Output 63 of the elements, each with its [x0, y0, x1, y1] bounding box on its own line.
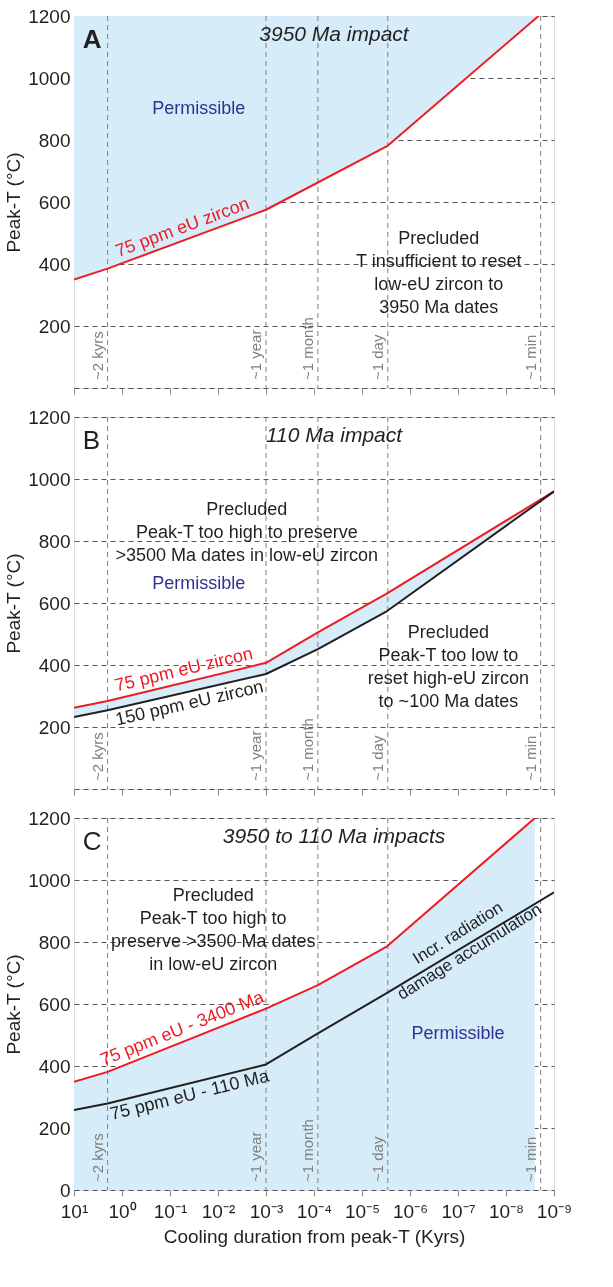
y-tick-label: 600: [38, 993, 71, 1015]
annotation: A: [82, 24, 102, 55]
ref-line-label: ~2 kyrs: [88, 1133, 106, 1182]
ref-line-label: ~1 min: [521, 1136, 539, 1182]
y-tick-label: 1200: [28, 807, 71, 829]
ref-line-label: ~1 year: [247, 329, 264, 380]
x-tick-label: 10⁻⁸: [488, 1200, 525, 1222]
ref-line-label: ~1 year: [247, 730, 264, 781]
y-tick-label: 800: [38, 931, 71, 953]
annotation: B: [82, 425, 101, 456]
annotation: Precluded Peak-T too high to preserve >3500 Ma dates in low-eU zircon: [115, 499, 379, 565]
x-tick-label: 10⁻⁵: [344, 1200, 381, 1222]
ref-line-label: ~1 day: [368, 1136, 386, 1182]
x-tick-label: 10⁻¹: [153, 1200, 188, 1222]
ref-line-label: ~2 kyrs: [88, 732, 106, 781]
y-axis-title: Peak-T (°C): [3, 954, 25, 1055]
y-tick-label: 200: [38, 716, 71, 738]
y-tick-label: 1000: [28, 869, 71, 891]
chart-title: 110 Ma impact: [265, 423, 404, 446]
x-tick-label: 10⁻⁴: [296, 1200, 333, 1222]
x-tick-label: 10⁻³: [249, 1200, 284, 1222]
chart-title: 3950 Ma impact: [259, 22, 410, 45]
y-tick-label: 800: [38, 129, 71, 151]
ref-line-label: ~1 min: [521, 735, 539, 781]
y-axis-title: Peak-T (°C): [3, 553, 25, 654]
y-axis-title: Peak-T (°C): [3, 152, 25, 253]
annotation: Precluded Peak-T too high to preserve >3500 Ma dates in low-eU zircon: [110, 885, 316, 975]
y-tick-label: 600: [38, 191, 71, 213]
x-tick-label: 10¹: [60, 1200, 89, 1222]
annotation: Precluded Peak-T too low to reset high-eU zircon to ~100 Ma dates: [367, 621, 529, 711]
y-tick-label: 0: [59, 1179, 71, 1201]
y-tick-label: 1000: [28, 468, 71, 490]
x-tick-label: 10⁻⁶: [393, 1200, 428, 1222]
ref-line-label: ~1 year: [247, 1131, 264, 1182]
annotation: Permissible: [411, 1022, 505, 1043]
y-tick-label: 400: [38, 253, 71, 275]
y-tick-label: 1200: [28, 406, 71, 428]
ref-line-label: ~1 month: [298, 317, 316, 380]
annotation: Permissible: [152, 573, 246, 594]
ref-line-label: ~1 day: [368, 735, 386, 781]
y-tick-label: 1000: [28, 67, 71, 89]
y-tick-label: 200: [38, 315, 71, 337]
y-tick-label: 200: [38, 1117, 71, 1139]
x-axis-title: Cooling duration from peak-T (Kyrs): [163, 1225, 466, 1247]
annotation: Precluded T insufficient to reset low-eU zircon to 3950 Ma dates: [356, 228, 522, 318]
ref-line-label: ~1 min: [521, 334, 539, 380]
annotation: C: [82, 826, 102, 857]
x-tick-label: 10⁻⁷: [441, 1200, 476, 1222]
y-tick-label: 400: [38, 654, 71, 676]
ref-line-label: ~2 kyrs: [88, 331, 106, 380]
y-tick-label: 400: [38, 1055, 71, 1077]
x-tick-label: 10⁻²: [201, 1200, 236, 1222]
annotation: Permissible: [152, 98, 246, 118]
chart-title: 3950 to 110 Ma impacts: [222, 824, 446, 847]
y-tick-label: 600: [38, 592, 71, 614]
ref-line-label: ~1 day: [368, 334, 386, 380]
y-tick-label: 1200: [28, 5, 71, 27]
x-tick-label: 10⁻⁹: [536, 1200, 573, 1222]
x-tick-label: 10⁰: [108, 1200, 137, 1222]
text: 75 ppm eU zircon: [112, 193, 252, 261]
ref-line-label: ~1 month: [298, 718, 316, 781]
ref-line-label: ~1 month: [298, 1119, 316, 1182]
y-tick-label: 800: [38, 530, 71, 552]
